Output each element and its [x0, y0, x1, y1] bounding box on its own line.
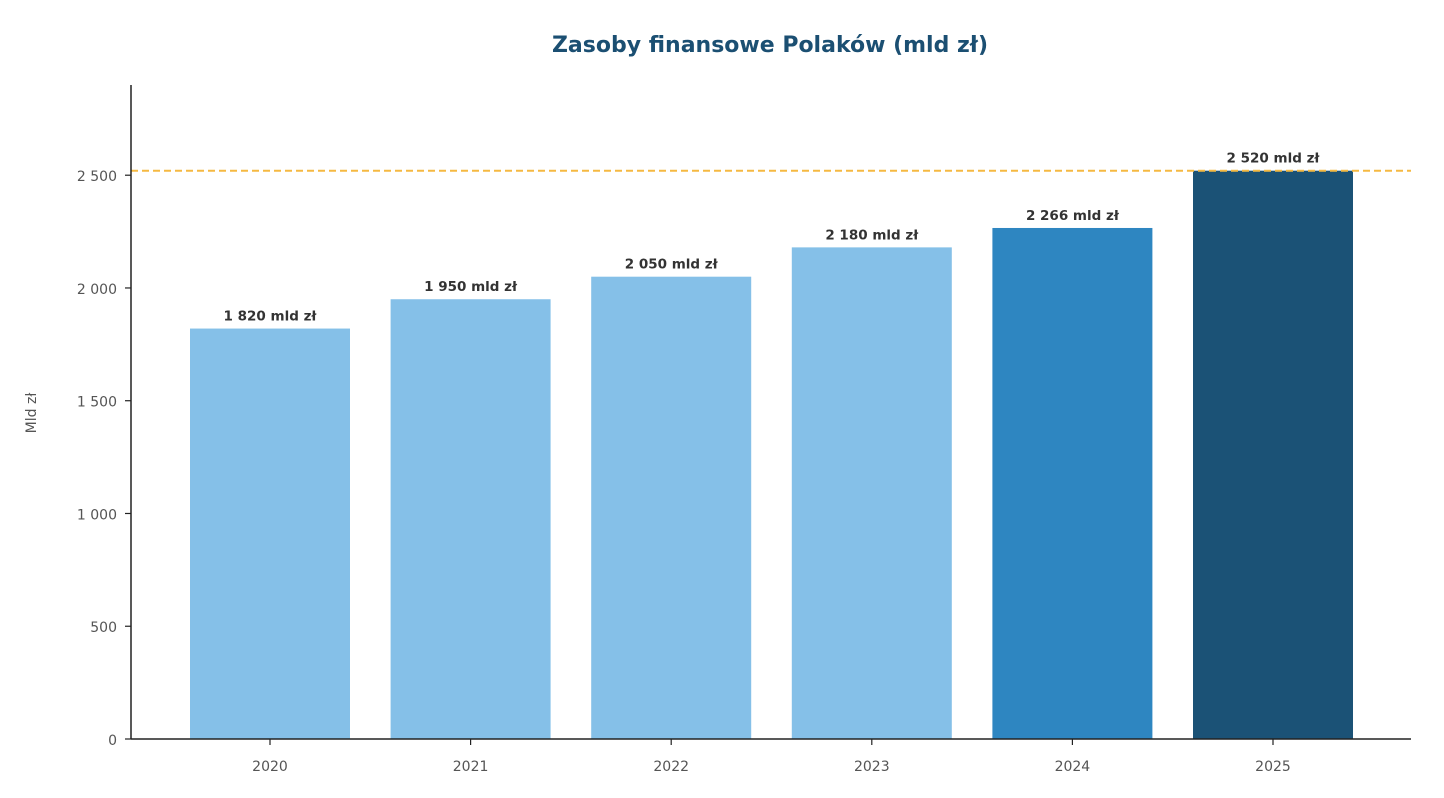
x-tick-label: 2025: [1255, 759, 1291, 775]
bar-2022: [591, 276, 752, 739]
bar-2023: [791, 247, 952, 739]
data-label-2022: 2 050 mld zł: [625, 257, 719, 273]
data-label-2024: 2 266 mld zł: [1026, 208, 1120, 224]
chart-title: Zasoby finansowe Polaków (mld zł): [552, 33, 988, 58]
bar-2020: [190, 328, 350, 739]
data-label-2025: 2 520 mld zł: [1227, 151, 1321, 167]
x-tick-label: 2023: [854, 759, 890, 775]
bar-2025: [1193, 170, 1353, 740]
x-tick-label: 2020: [252, 759, 288, 775]
bar-2021: [390, 299, 551, 739]
bar-2024: [992, 227, 1153, 739]
data-label-2020: 1 820 mld zł: [224, 309, 318, 325]
y-tick-label: 0: [108, 733, 117, 749]
data-label-2021: 1 950 mld zł: [424, 279, 518, 295]
x-tick-label: 2022: [653, 759, 689, 775]
x-tick-label: 2021: [453, 759, 489, 775]
y-tick-label: 500: [90, 620, 117, 636]
y-tick-label: 2 500: [77, 169, 117, 185]
y-axis-label: Mld zł: [24, 393, 40, 434]
y-tick-label: 2 000: [77, 282, 117, 298]
data-label-2023: 2 180 mld zł: [825, 227, 919, 243]
y-tick-label: 1 500: [77, 395, 117, 411]
x-tick-label: 2024: [1055, 759, 1091, 775]
y-tick-label: 1 000: [77, 507, 117, 523]
plot-area: 1 820 mld zł 1 950 mld zł 2 050 mld zł 2 18…: [77, 85, 1411, 775]
